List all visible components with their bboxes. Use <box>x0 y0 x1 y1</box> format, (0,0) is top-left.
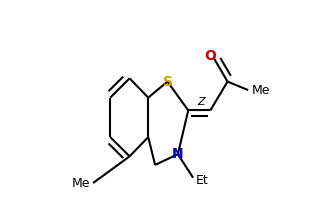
Text: S: S <box>163 75 172 89</box>
Text: Me: Me <box>72 177 91 190</box>
Text: Z: Z <box>198 97 205 107</box>
Text: N: N <box>172 147 184 161</box>
Text: Et: Et <box>195 174 208 186</box>
Text: Me: Me <box>252 84 270 97</box>
Text: O: O <box>204 49 216 63</box>
